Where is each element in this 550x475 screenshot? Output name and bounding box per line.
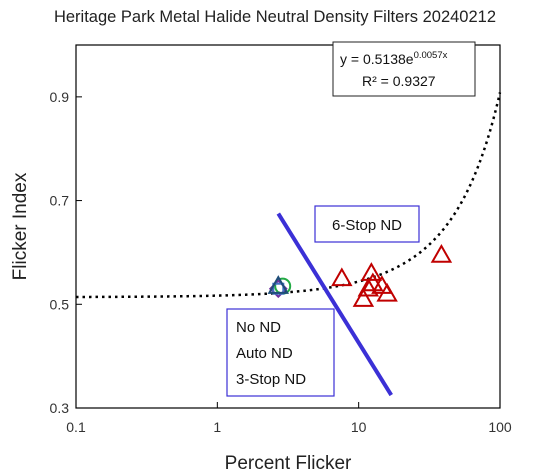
plot-area-frame — [75, 44, 501, 409]
x-tick-label: 1 — [213, 419, 221, 435]
left-box-annotation: No ND Auto ND 3-Stop ND — [226, 308, 335, 397]
triangle-marker — [352, 288, 375, 307]
r-squared-text: R² = 0.9327 — [362, 73, 436, 89]
y-tick-label: 0.3 — [50, 400, 70, 416]
triangle-marker — [376, 282, 398, 302]
y-tick-label: 0.5 — [50, 296, 70, 312]
y-tick-label: 0.9 — [50, 89, 70, 105]
triangle-marker — [430, 244, 453, 263]
y-axis-label: Flicker Index — [10, 172, 31, 280]
svg-text:y = 0.5138e0.0057x: y = 0.5138e0.0057x — [340, 50, 448, 67]
y-axis: 0.3 0.5 0.7 0.9 — [50, 89, 82, 416]
x-tick-label: 100 — [488, 419, 512, 435]
left-box-line-1: No ND — [236, 319, 281, 336]
y-tick-label: 0.7 — [50, 193, 70, 209]
triangle-marker — [357, 277, 380, 297]
exponential-trendline — [75, 92, 502, 299]
left-box-line-3: 3-Stop ND — [236, 371, 306, 388]
x-axis: 0.1 1 10 100 — [66, 402, 512, 435]
six-stop-annotation: 6-Stop ND — [314, 205, 420, 243]
six-stop-label: 6-Stop ND — [332, 217, 402, 234]
triangle-marker — [360, 262, 383, 281]
equation-exponent: 0.0057x — [414, 50, 448, 61]
x-tick-label: 10 — [351, 419, 367, 435]
data-points — [267, 244, 453, 307]
x-axis-label: Percent Flicker — [225, 453, 352, 474]
chart-title: Heritage Park Metal Halide Neutral Densi… — [54, 8, 496, 26]
x-tick-label: 0.1 — [66, 419, 86, 435]
equation-box: y = 0.5138e0.0057x R² = 0.9327 — [332, 41, 476, 97]
equation-text: y = 0.5138e — [340, 51, 414, 67]
divider-line — [276, 212, 393, 397]
triangle-marker — [267, 275, 290, 294]
left-box-line-2: Auto ND — [236, 345, 293, 362]
triangle-marker — [362, 272, 384, 292]
triangle-marker — [331, 267, 353, 287]
